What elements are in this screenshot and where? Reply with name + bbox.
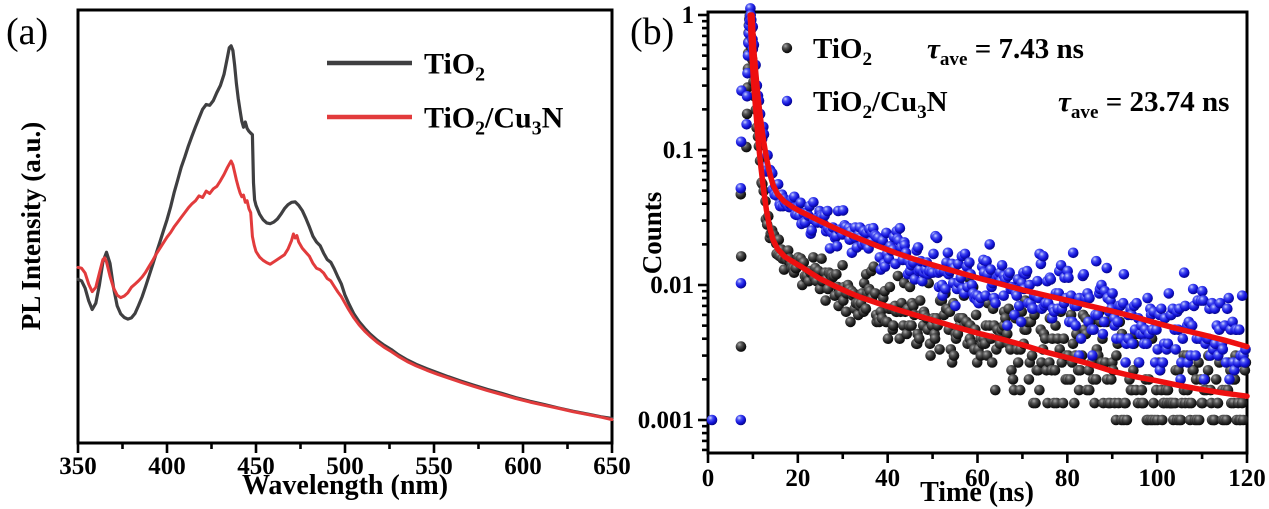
- panel-a-legend: TiO2 TiO2/Cu3N: [327, 48, 564, 140]
- y-tick-label: 0.1: [663, 137, 694, 164]
- x-tick-label: 80: [1055, 465, 1080, 492]
- panel-a-letter: (a): [6, 11, 49, 53]
- x-tick-label: 400: [148, 453, 186, 480]
- y-ticks: 1 0.1 0.01 0.001: [638, 2, 708, 452]
- legend-marker-tio2: [781, 42, 793, 54]
- legend-label-tio2: TiO2: [424, 48, 485, 86]
- x-tick-label: 500: [326, 453, 364, 480]
- legend-marker-tio2-cu3n: [781, 95, 793, 107]
- fit-line-tio2: [747, 12, 1250, 399]
- x-tick-label: 120: [1228, 465, 1266, 492]
- x-tick-label: 450: [237, 453, 275, 480]
- y-tick-label: 0.001: [638, 407, 694, 434]
- x-tick-label: 550: [415, 453, 453, 480]
- panel-b-letter: (b): [630, 11, 675, 53]
- panel-b: 0 20 40 60 80 100 120 1 0.1 0.01 0.001 TiO2 τave = 7…: [638, 2, 1266, 492]
- x-ticks: 0 20 40 60 80 100 120: [702, 453, 1266, 492]
- x-tick-label: 20: [785, 465, 810, 492]
- x-ticks: 350 400 450 500 550 600 650: [59, 443, 631, 480]
- x-tick-label: 350: [59, 453, 97, 480]
- x-tick-label: 600: [504, 453, 542, 480]
- legend-label-tio2-cu3n: TiO2/Cu3N: [813, 86, 948, 123]
- x-tick-label: 0: [702, 465, 715, 492]
- time-axis-title: Time (ns): [920, 477, 1034, 508]
- legend-tau-tio2: τave = 7.43 ns: [927, 33, 1084, 70]
- curve-tio2-cu3n: [76, 159, 614, 422]
- wavelength-axis-title: Wavelength (nm): [241, 470, 449, 501]
- legend-tau-tio2-cu3n: τave = 23.74 ns: [1058, 86, 1229, 123]
- y-tick-label: 1: [682, 2, 695, 29]
- legend-label-tio2-cu3n: TiO2/Cu3N: [424, 102, 564, 140]
- panel-b-legend: TiO2 τave = 7.43 ns TiO2/Cu3N τave = 23.74 …: [781, 33, 1229, 123]
- x-tick-label: 650: [593, 453, 631, 480]
- y-tick-label: 0.01: [650, 272, 694, 299]
- curve-tio2: [76, 44, 614, 420]
- scatter-tio2-cu3n: [706, 3, 1251, 426]
- plot-frame: [76, 8, 614, 445]
- counts-axis-title: Counts: [637, 191, 667, 275]
- x-tick-label: 60: [965, 465, 990, 492]
- x-tick-label: 100: [1138, 465, 1176, 492]
- fit-line-tio2-cu3n: [749, 12, 1250, 350]
- legend-label-tio2: TiO2: [813, 33, 872, 70]
- panel-a: 350 400 450 500 550 600 650 TiO2 TiO2/Cu3N: [59, 8, 631, 480]
- x-tick-label: 40: [875, 465, 900, 492]
- pl-intensity-axis-title: PL Intensity (a.u.): [16, 121, 46, 331]
